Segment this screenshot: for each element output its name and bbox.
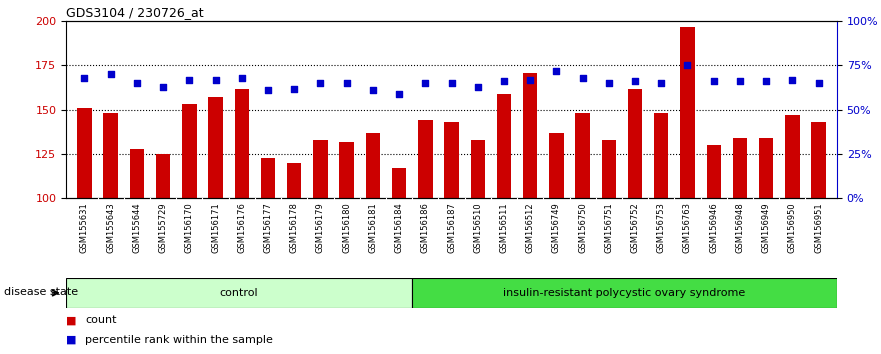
Text: GSM156181: GSM156181 <box>368 202 377 253</box>
Point <box>550 68 564 74</box>
Point <box>523 77 537 82</box>
Text: GSM156510: GSM156510 <box>473 202 482 253</box>
Bar <box>418 120 433 198</box>
Point <box>130 80 144 86</box>
Text: GSM156763: GSM156763 <box>683 202 692 253</box>
Bar <box>707 145 721 198</box>
Text: GSM155631: GSM155631 <box>80 202 89 253</box>
Text: GSM156176: GSM156176 <box>237 202 247 253</box>
Text: GSM156948: GSM156948 <box>736 202 744 253</box>
Point <box>759 79 774 84</box>
Point <box>182 77 196 82</box>
Text: GSM156184: GSM156184 <box>395 202 403 253</box>
Text: percentile rank within the sample: percentile rank within the sample <box>85 335 273 345</box>
Bar <box>103 113 118 198</box>
Text: GSM156750: GSM156750 <box>578 202 587 253</box>
Point <box>655 80 669 86</box>
Bar <box>130 149 144 198</box>
Point <box>497 79 511 84</box>
Point <box>209 77 223 82</box>
Text: GSM156950: GSM156950 <box>788 202 797 253</box>
Bar <box>156 154 170 198</box>
Point <box>785 77 799 82</box>
Bar <box>66 278 411 308</box>
Bar <box>339 142 354 198</box>
Text: GSM155643: GSM155643 <box>106 202 115 253</box>
Bar <box>392 168 406 198</box>
Point <box>234 75 248 81</box>
Text: insulin-resistant polycystic ovary syndrome: insulin-resistant polycystic ovary syndr… <box>503 288 745 298</box>
Point <box>811 80 825 86</box>
Bar <box>411 278 837 308</box>
Text: control: control <box>219 288 258 298</box>
Point <box>470 84 485 90</box>
Bar <box>602 140 616 198</box>
Point <box>314 80 328 86</box>
Point <box>261 87 275 93</box>
Point <box>366 87 380 93</box>
Point <box>602 80 616 86</box>
Point <box>575 75 589 81</box>
Point <box>104 72 118 77</box>
Bar <box>654 113 669 198</box>
Bar <box>287 163 301 198</box>
Text: ■: ■ <box>66 335 77 345</box>
Point <box>680 63 694 68</box>
Text: GSM156511: GSM156511 <box>500 202 508 253</box>
Text: GSM156187: GSM156187 <box>447 202 456 253</box>
Point <box>287 86 301 91</box>
Point <box>418 80 433 86</box>
Bar <box>575 113 589 198</box>
Text: GSM156753: GSM156753 <box>656 202 666 253</box>
Point <box>156 84 170 90</box>
Text: disease state: disease state <box>4 287 78 297</box>
Text: GSM156177: GSM156177 <box>263 202 272 253</box>
Bar <box>470 140 485 198</box>
Text: GSM156949: GSM156949 <box>762 202 771 253</box>
Text: GSM156171: GSM156171 <box>211 202 220 253</box>
Bar <box>314 140 328 198</box>
Text: count: count <box>85 315 117 325</box>
Text: GSM156186: GSM156186 <box>421 202 430 253</box>
Text: GSM156178: GSM156178 <box>290 202 299 253</box>
Bar <box>208 97 223 198</box>
Bar <box>78 108 92 198</box>
Point <box>733 79 747 84</box>
Bar <box>366 133 380 198</box>
Bar <box>261 158 275 198</box>
Point <box>707 79 721 84</box>
Bar <box>785 115 800 198</box>
Text: GSM156751: GSM156751 <box>604 202 613 253</box>
Point <box>444 80 458 86</box>
Text: ■: ■ <box>66 315 77 325</box>
Bar <box>234 88 249 198</box>
Point <box>78 75 92 81</box>
Text: GSM156749: GSM156749 <box>552 202 561 253</box>
Text: GSM156752: GSM156752 <box>631 202 640 253</box>
Point <box>339 80 353 86</box>
Bar <box>549 133 564 198</box>
Text: GSM156512: GSM156512 <box>526 202 535 253</box>
Text: GSM156951: GSM156951 <box>814 202 823 253</box>
Text: GDS3104 / 230726_at: GDS3104 / 230726_at <box>66 6 204 19</box>
Bar <box>680 27 695 198</box>
Bar <box>182 104 196 198</box>
Bar <box>628 88 642 198</box>
Bar <box>444 122 459 198</box>
Text: GSM156170: GSM156170 <box>185 202 194 253</box>
Text: GSM156946: GSM156946 <box>709 202 718 253</box>
Point <box>628 79 642 84</box>
Bar <box>811 122 825 198</box>
Bar <box>759 138 774 198</box>
Text: GSM155729: GSM155729 <box>159 202 167 253</box>
Bar <box>523 73 537 198</box>
Bar <box>497 94 511 198</box>
Text: GSM156180: GSM156180 <box>342 202 352 253</box>
Text: GSM156179: GSM156179 <box>316 202 325 253</box>
Point <box>392 91 406 97</box>
Text: GSM155644: GSM155644 <box>132 202 141 253</box>
Bar <box>733 138 747 198</box>
